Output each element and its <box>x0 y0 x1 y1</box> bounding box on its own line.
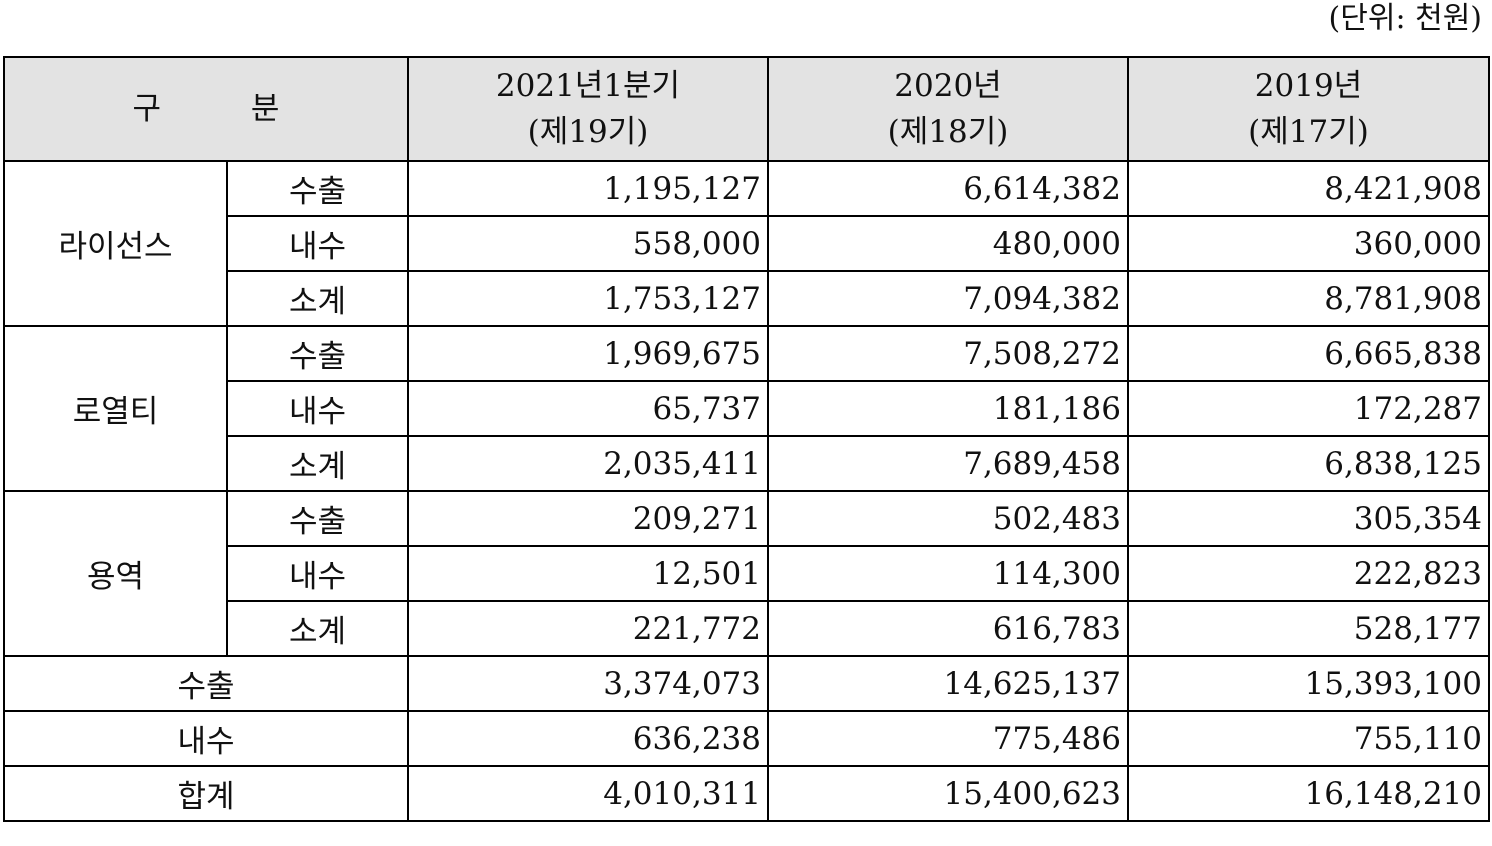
table-body: 라이선스 수출 1,195,127 6,614,382 8,421,908 내수… <box>3 160 1490 822</box>
value-cell: 114,300 <box>767 545 1129 602</box>
value-cell: 15,400,623 <box>767 765 1129 822</box>
value-cell: 636,238 <box>407 710 769 767</box>
value-cell: 6,614,382 <box>767 160 1129 217</box>
row-label: 소계 <box>226 435 409 492</box>
value-cell: 528,177 <box>1127 600 1490 657</box>
total-label: 내수 <box>3 710 409 767</box>
value-cell: 775,486 <box>767 710 1129 767</box>
value-cell: 6,838,125 <box>1127 435 1490 492</box>
header-period: (제19기) <box>527 114 649 150</box>
value-cell: 8,781,908 <box>1127 270 1490 327</box>
value-cell: 616,783 <box>767 600 1129 657</box>
value-cell: 172,287 <box>1127 380 1490 437</box>
header-year: 2020년 <box>894 68 1002 104</box>
value-cell: 7,094,382 <box>767 270 1129 327</box>
total-label: 수출 <box>3 655 409 712</box>
value-cell: 16,148,210 <box>1127 765 1490 822</box>
value-cell: 14,625,137 <box>767 655 1129 712</box>
table-row: 내수 65,737 181,186 172,287 <box>4 380 1490 437</box>
value-cell: 4,010,311 <box>407 765 769 822</box>
value-cell: 360,000 <box>1127 215 1490 272</box>
table-row: 소계 1,753,127 7,094,382 8,781,908 <box>4 270 1490 327</box>
value-cell: 7,508,272 <box>767 325 1129 382</box>
value-cell: 12,501 <box>407 545 769 602</box>
revenue-table: 구 분 2021년1분기 (제19기) 2020년 (제18기) 2019년 (… <box>3 56 1490 822</box>
value-cell: 755,110 <box>1127 710 1490 767</box>
unit-label: (단위: 천원) <box>1328 1 1482 36</box>
value-cell: 1,753,127 <box>407 270 769 327</box>
value-cell: 2,035,411 <box>407 435 769 492</box>
header-period: (제17기) <box>1248 114 1369 150</box>
table-row: 내수 12,501 114,300 222,823 <box>4 545 1490 602</box>
group-label-license: 라이선스 <box>3 160 228 327</box>
value-cell: 65,737 <box>407 380 769 437</box>
total-label: 합계 <box>3 765 409 822</box>
value-cell: 3,374,073 <box>407 655 769 712</box>
table-row: 내수 558,000 480,000 360,000 <box>4 215 1490 272</box>
total-row-sum: 합계 4,010,311 15,400,623 16,148,210 <box>3 765 1490 822</box>
value-cell: 480,000 <box>767 215 1129 272</box>
group-label-royalty: 로열티 <box>3 325 228 492</box>
row-label: 내수 <box>226 545 409 602</box>
value-cell: 1,969,675 <box>407 325 769 382</box>
row-label: 수출 <box>226 160 409 217</box>
table-row: 로열티 수출 1,969,675 7,508,272 6,665,838 <box>3 325 1490 492</box>
value-cell: 8,421,908 <box>1127 160 1490 217</box>
value-cell: 15,393,100 <box>1127 655 1490 712</box>
header-category: 구 분 <box>3 56 409 162</box>
value-cell: 7,689,458 <box>767 435 1129 492</box>
value-cell: 6,665,838 <box>1127 325 1490 382</box>
row-label: 내수 <box>226 215 409 272</box>
total-row-domestic: 내수 636,238 775,486 755,110 <box>3 710 1490 767</box>
group-label-service: 용역 <box>3 490 228 657</box>
value-cell: 221,772 <box>407 600 769 657</box>
table-row: 소계 2,035,411 7,689,458 6,838,125 <box>4 435 1490 492</box>
value-cell: 502,483 <box>767 490 1129 547</box>
header-row: 구 분 2021년1분기 (제19기) 2020년 (제18기) 2019년 (… <box>3 56 1490 162</box>
header-year: 2019년 <box>1254 68 1363 104</box>
table-header: 구 분 2021년1분기 (제19기) 2020년 (제18기) 2019년 (… <box>3 56 1490 162</box>
row-label: 소계 <box>226 270 409 327</box>
value-cell: 209,271 <box>407 490 769 547</box>
header-period: (제18기) <box>887 114 1009 150</box>
value-cell: 1,195,127 <box>407 160 769 217</box>
row-label: 내수 <box>226 380 409 437</box>
value-cell: 222,823 <box>1127 545 1490 602</box>
table-row: 용역 수출 209,271 502,483 305,354 <box>3 490 1490 657</box>
row-label: 소계 <box>226 600 409 657</box>
row-label: 수출 <box>226 325 409 382</box>
value-cell: 558,000 <box>407 215 769 272</box>
value-cell: 305,354 <box>1127 490 1490 547</box>
header-col-2019: 2019년 (제17기) <box>1127 56 1490 162</box>
header-col-2021q1: 2021년1분기 (제19기) <box>407 56 769 162</box>
total-row-export: 수출 3,374,073 14,625,137 15,393,100 <box>3 655 1490 712</box>
row-label: 수출 <box>226 490 409 547</box>
table-row: 소계 221,772 616,783 528,177 <box>4 600 1490 657</box>
value-cell: 181,186 <box>767 380 1129 437</box>
header-year: 2021년1분기 <box>495 68 681 104</box>
header-col-2020: 2020년 (제18기) <box>767 56 1129 162</box>
table-row: 라이선스 수출 1,195,127 6,614,382 8,421,908 <box>3 160 1490 327</box>
